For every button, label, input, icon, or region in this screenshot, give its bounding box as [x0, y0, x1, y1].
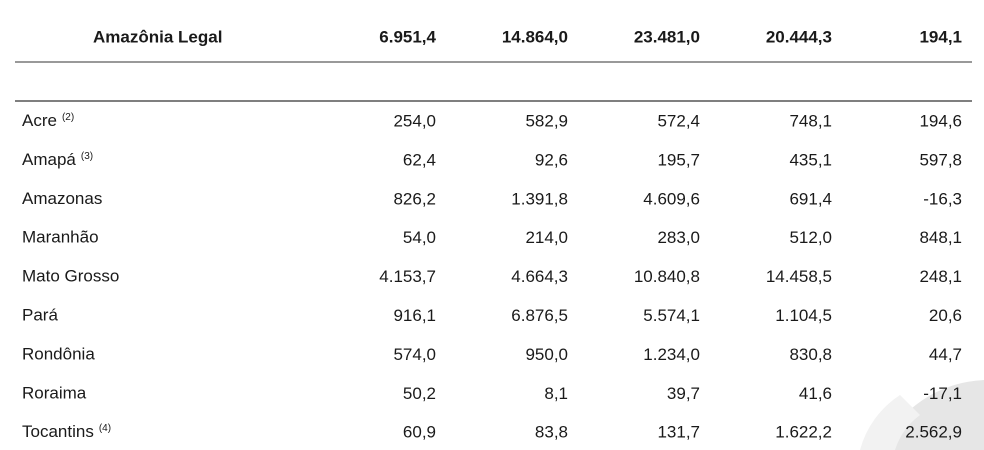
row-label: Acre (2) [22, 111, 74, 130]
cell-value: 4.664,3 [511, 267, 568, 286]
cell-value: 254,0 [393, 111, 436, 130]
cell-value: 848,1 [919, 228, 962, 247]
cell-value: -16,3 [923, 189, 962, 208]
row-label: Amazonas [22, 189, 102, 208]
cell-value: 10.840,8 [634, 267, 700, 286]
watermark [880, 380, 984, 450]
cell-value: 950,0 [525, 345, 568, 364]
row-name: Amazonas [22, 189, 102, 208]
cell-value: 574,0 [393, 345, 436, 364]
row-name: Rondônia [22, 345, 95, 364]
header-value: 20.444,3 [766, 27, 832, 46]
header-value: 23.481,0 [634, 27, 700, 46]
cell-value: 92,6 [535, 150, 568, 169]
row-label: Mato Grosso [22, 267, 119, 286]
cell-value: 54,0 [403, 228, 436, 247]
cell-value: 6.876,5 [511, 306, 568, 325]
header-label: Amazônia Legal [93, 27, 222, 46]
cell-value: 1.234,0 [643, 345, 700, 364]
row-label: Maranhão [22, 228, 99, 247]
cell-value: 512,0 [789, 228, 832, 247]
row-name: Amapá [22, 150, 76, 169]
cell-value: 8,1 [544, 384, 568, 403]
row-name: Roraima [22, 384, 87, 403]
cell-value: 572,4 [657, 111, 700, 130]
row-label: Roraima [22, 384, 87, 403]
cell-value: 39,7 [667, 384, 700, 403]
cell-value: 44,7 [929, 345, 962, 364]
cell-value: 283,0 [657, 228, 700, 247]
cell-value: 1.622,2 [775, 423, 832, 442]
cell-value: 195,7 [657, 150, 700, 169]
cell-value: 83,8 [535, 423, 568, 442]
row-label: Pará [22, 306, 58, 325]
cell-value: -17,1 [923, 384, 962, 403]
cell-value: 582,9 [525, 111, 568, 130]
cell-value: 248,1 [919, 267, 962, 286]
cell-value: 830,8 [789, 345, 832, 364]
header-value: 14.864,0 [502, 27, 568, 46]
cell-value: 20,6 [929, 306, 962, 325]
row-note: (3) [81, 151, 93, 162]
cell-value: 4.153,7 [379, 267, 436, 286]
cell-value: 60,9 [403, 423, 436, 442]
cell-value: 214,0 [525, 228, 568, 247]
cell-value: 194,6 [919, 111, 962, 130]
cell-value: 916,1 [393, 306, 436, 325]
cell-value: 597,8 [919, 150, 962, 169]
cell-value: 1.104,5 [775, 306, 832, 325]
cell-value: 748,1 [789, 111, 832, 130]
header-value: 6.951,4 [379, 27, 436, 46]
cell-value: 691,4 [789, 189, 832, 208]
cell-value: 131,7 [657, 423, 700, 442]
row-name: Maranhão [22, 228, 99, 247]
row-name: Tocantins [22, 423, 94, 442]
row-name: Pará [22, 306, 58, 325]
cell-value: 435,1 [789, 150, 832, 169]
cell-value: 5.574,1 [643, 306, 700, 325]
row-name: Acre [22, 111, 57, 130]
cell-value: 62,4 [403, 150, 436, 169]
cell-value: 1.391,8 [511, 189, 568, 208]
cell-value: 826,2 [393, 189, 436, 208]
cell-value: 14.458,5 [766, 267, 832, 286]
cell-value: 50,2 [403, 384, 436, 403]
row-label: Tocantins (4) [22, 423, 111, 442]
header-value: 194,1 [919, 27, 962, 46]
row-label: Amapá (3) [22, 150, 93, 169]
cell-value: 4.609,6 [643, 189, 700, 208]
row-note: (4) [99, 423, 111, 434]
watermark-inner [860, 395, 920, 450]
cell-value: 41,6 [799, 384, 832, 403]
row-label: Rondônia [22, 345, 95, 364]
row-note: (2) [62, 112, 74, 123]
cell-value: 2.562,9 [905, 423, 962, 442]
row-name: Mato Grosso [22, 267, 119, 286]
